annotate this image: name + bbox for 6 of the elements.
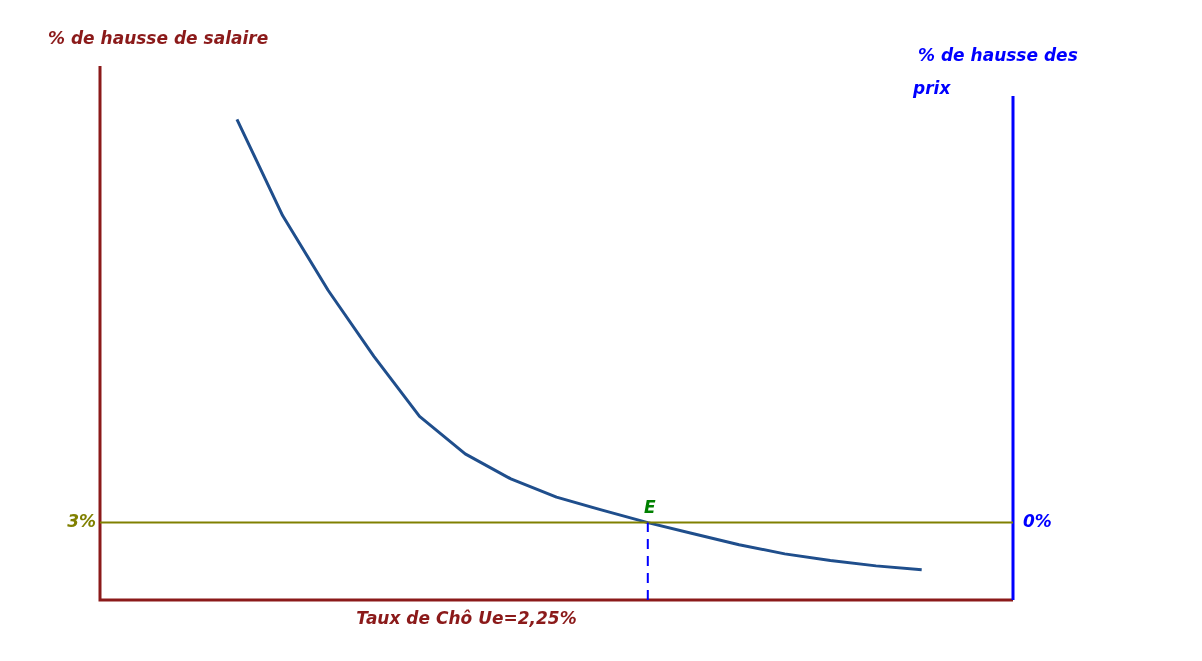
y2-axis-title: % de hausse des prix — [912, 45, 1078, 98]
text: 3% — [67, 511, 96, 532]
x-axis-title: Taux de Chô Ue=2,25% — [356, 608, 577, 628]
text: 0% — [1023, 511, 1052, 532]
annotation: E — [643, 496, 656, 517]
y-axis-title: % de hausse de salaire — [48, 28, 269, 48]
